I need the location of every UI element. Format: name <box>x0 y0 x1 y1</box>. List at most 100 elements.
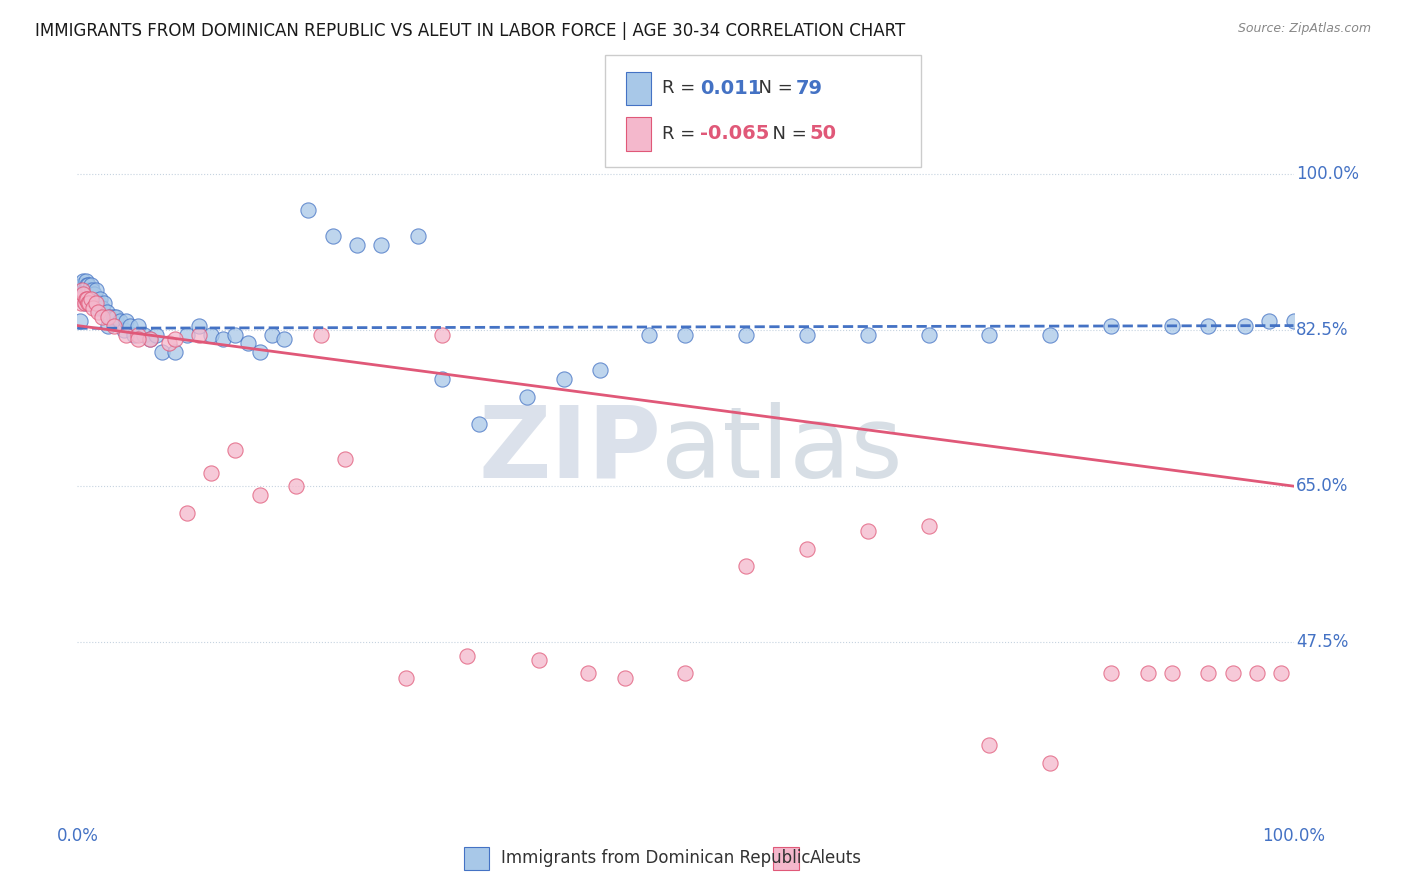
Point <box>70 283 93 297</box>
Point <box>735 559 758 574</box>
Point <box>322 229 344 244</box>
Point <box>105 310 128 324</box>
Point <box>79 296 101 310</box>
Point <box>918 519 941 533</box>
Point <box>73 296 96 310</box>
Point <box>90 301 112 315</box>
Point <box>79 283 101 297</box>
Text: Source: ZipAtlas.com: Source: ZipAtlas.com <box>1237 22 1371 36</box>
Text: 100.0%: 100.0% <box>1296 165 1360 183</box>
Point <box>176 506 198 520</box>
Text: R =: R = <box>662 125 702 143</box>
Point <box>77 278 100 293</box>
Text: 0.011: 0.011 <box>700 79 762 98</box>
Point <box>249 488 271 502</box>
Point <box>1222 666 1244 681</box>
Point <box>224 443 246 458</box>
Point <box>76 292 98 306</box>
Point <box>1136 666 1159 681</box>
Point <box>260 327 283 342</box>
Point <box>856 524 879 538</box>
Point <box>1233 318 1256 333</box>
Point <box>188 327 211 342</box>
Point <box>90 310 112 324</box>
Point <box>115 327 138 342</box>
Point <box>80 283 103 297</box>
Point <box>333 452 356 467</box>
Point <box>163 345 186 359</box>
Point <box>134 327 156 342</box>
Point <box>70 296 93 310</box>
Point <box>84 283 107 297</box>
Point <box>467 417 489 431</box>
Point <box>75 274 97 288</box>
Point <box>77 296 100 310</box>
Point <box>675 666 697 681</box>
Point <box>112 323 135 337</box>
Point <box>72 283 94 297</box>
Point <box>1039 327 1062 342</box>
Point <box>1197 318 1219 333</box>
Point <box>75 287 97 301</box>
Point <box>87 301 110 315</box>
Point <box>69 292 91 306</box>
Point <box>97 318 120 333</box>
Point <box>979 327 1001 342</box>
Point <box>70 292 93 306</box>
Text: 65.0%: 65.0% <box>1296 477 1348 495</box>
Point <box>77 292 100 306</box>
Point <box>1039 756 1062 770</box>
Point <box>87 305 110 319</box>
Point <box>70 287 93 301</box>
Point <box>97 310 120 324</box>
Point <box>108 314 131 328</box>
Point <box>79 296 101 310</box>
Text: ZIP: ZIP <box>478 402 661 499</box>
Point <box>89 292 111 306</box>
Point <box>1197 666 1219 681</box>
Point <box>75 292 97 306</box>
Point <box>297 202 319 217</box>
Point <box>735 327 758 342</box>
Point <box>72 287 94 301</box>
Point <box>918 327 941 342</box>
Point <box>456 648 478 663</box>
Point <box>127 332 149 346</box>
Point <box>529 653 551 667</box>
Text: IMMIGRANTS FROM DOMINICAN REPUBLIC VS ALEUT IN LABOR FORCE | AGE 30-34 CORRELATI: IMMIGRANTS FROM DOMINICAN REPUBLIC VS AL… <box>35 22 905 40</box>
Point <box>675 327 697 342</box>
Point <box>796 541 818 556</box>
Point <box>200 327 222 342</box>
Point <box>93 296 115 310</box>
Point <box>553 372 575 386</box>
Point <box>103 310 125 324</box>
Text: -0.065: -0.065 <box>700 124 769 143</box>
Point <box>73 296 96 310</box>
Point <box>370 238 392 252</box>
Point <box>273 332 295 346</box>
Point <box>98 310 121 324</box>
Text: 82.5%: 82.5% <box>1296 321 1348 339</box>
Point <box>76 278 98 293</box>
Text: 79: 79 <box>796 79 823 98</box>
Point <box>1282 314 1305 328</box>
Point <box>176 327 198 342</box>
Point <box>80 292 103 306</box>
Point <box>1270 666 1292 681</box>
Text: 50: 50 <box>810 124 837 143</box>
Point <box>188 318 211 333</box>
Text: N =: N = <box>761 125 813 143</box>
Point <box>285 479 308 493</box>
Point <box>1161 666 1184 681</box>
Point <box>1099 318 1122 333</box>
Point <box>346 238 368 252</box>
Text: atlas: atlas <box>661 402 903 499</box>
Point <box>86 296 108 310</box>
Point <box>249 345 271 359</box>
Point <box>76 283 98 297</box>
Point <box>406 229 429 244</box>
Point <box>152 345 174 359</box>
Point <box>309 327 332 342</box>
Text: 47.5%: 47.5% <box>1296 633 1348 651</box>
Point <box>613 671 636 685</box>
